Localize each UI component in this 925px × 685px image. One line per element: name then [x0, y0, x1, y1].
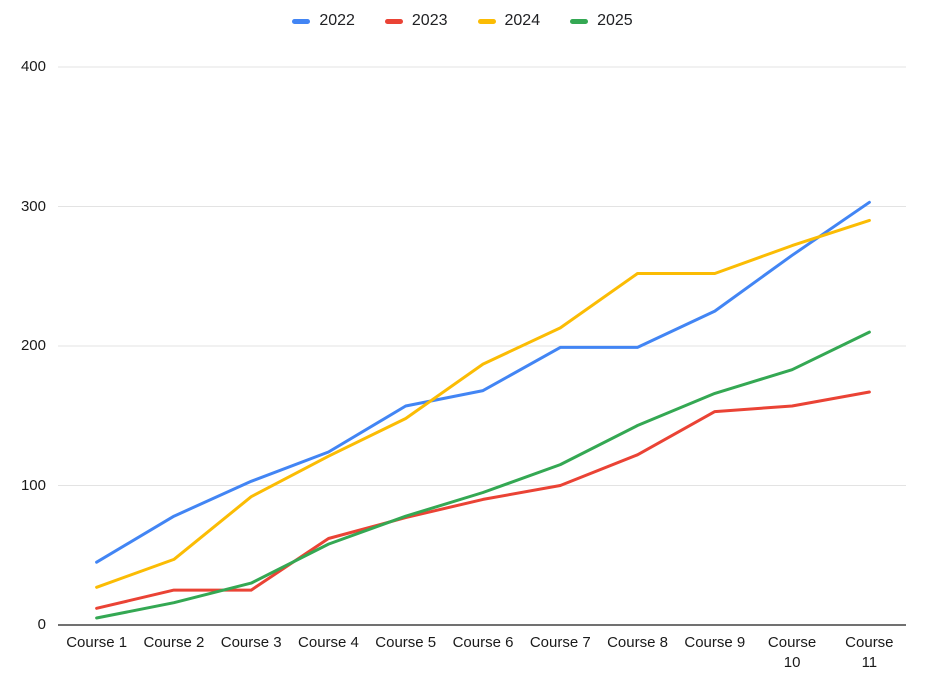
legend: 2022 2023 2024 2025	[0, 13, 925, 29]
legend-item-label: 2023	[411, 12, 448, 29]
series-line-2024	[95, 218, 871, 589]
series-lines	[95, 200, 871, 620]
x-label-course-7: Course 7	[529, 634, 591, 651]
y-tick-label-400: 400	[20, 58, 46, 75]
x-label-course-11: Course 11	[845, 634, 894, 671]
x-label-course-5: Course 5	[375, 634, 437, 651]
y-tick-label-100: 100	[20, 476, 46, 494]
x-label-course-6: Course 6	[452, 634, 514, 651]
gridlines	[58, 66, 906, 626]
x-label-course-8: Course 8	[607, 634, 668, 651]
legend-item-2024: 2024	[477, 12, 541, 29]
y-tick-label-0: 0	[37, 616, 46, 633]
legend-item-label: 2022	[319, 12, 355, 29]
legend-swatch-2023	[384, 18, 403, 24]
legend-swatch-2025	[570, 18, 589, 24]
legend-item-2023: 2023	[384, 12, 448, 29]
legend-swatch-2024	[477, 18, 496, 24]
series-line-2022	[95, 200, 871, 564]
legend-swatch-2022	[292, 18, 311, 24]
y-tick-label-200: 200	[20, 337, 46, 354]
legend-item-2025: 2025	[570, 13, 633, 29]
x-label-course-3: Course 3	[220, 634, 282, 651]
legend-item-label: 2025	[597, 12, 633, 29]
x-label-course-1: Course 1	[66, 634, 128, 651]
x-label-course-9: Course 9	[684, 634, 746, 651]
x-label-course-2: Course 2	[143, 634, 205, 651]
x-label-course-4: Course 4	[298, 634, 359, 651]
legend-item-label: 2024	[504, 12, 541, 29]
y-tick-label-300: 300	[20, 197, 46, 215]
x-label-course-10: Course 10	[767, 634, 817, 671]
legend-item-2022: 2022	[292, 13, 355, 29]
series-line-2025	[95, 330, 871, 620]
